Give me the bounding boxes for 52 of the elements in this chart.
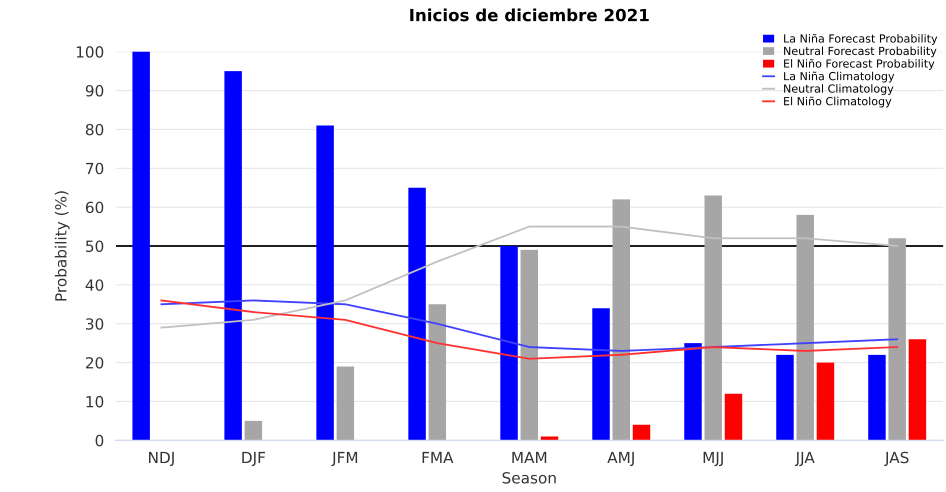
bar — [704, 195, 722, 440]
bar — [224, 71, 242, 440]
bar — [868, 354, 886, 440]
legend-label: Neutral Forecast Probability — [784, 46, 937, 58]
y-axis-title: Probability (%) — [54, 191, 70, 301]
x-tick-label: MAM — [512, 452, 546, 464]
y-tick-label: 0 — [96, 434, 104, 446]
y-tick-label: 50 — [86, 240, 104, 252]
bar — [592, 308, 610, 440]
x-tick-label: JJA — [794, 452, 815, 466]
bar — [316, 126, 334, 440]
x-tick-label: JAS — [884, 452, 909, 466]
y-tick-label: 60 — [86, 202, 104, 214]
bar — [132, 52, 150, 440]
legend-label: La Niña Climatology — [784, 72, 894, 82]
y-tick-label: 90 — [86, 84, 104, 97]
bar — [776, 354, 794, 440]
x-axis-title: Season — [502, 472, 556, 484]
bar — [336, 366, 354, 440]
bar — [500, 246, 518, 440]
y-tick-label: 100 — [76, 46, 104, 58]
x-tick-label: JFM — [331, 452, 358, 466]
bar — [520, 250, 538, 440]
bar — [796, 214, 814, 440]
bar — [408, 188, 426, 440]
y-tick-label: 70 — [86, 162, 104, 174]
x-tick-label: DJF — [242, 452, 266, 466]
bar — [540, 436, 558, 440]
x-tick-label: AMJ — [607, 452, 634, 466]
y-tick-label: 30 — [86, 318, 104, 330]
bar — [244, 420, 262, 440]
y-tick-label: 40 — [86, 279, 104, 291]
x-tick-label: FMA — [422, 452, 454, 464]
x-tick-label: MJJ — [704, 452, 723, 466]
bar — [632, 424, 650, 440]
legend-label: El Niño Climatology — [784, 96, 892, 108]
legend-label: El Niño Forecast Probability — [784, 58, 934, 70]
x-tick-label: NDJ — [149, 452, 174, 466]
legend-label: La Niña Forecast Probability — [784, 34, 938, 45]
chart-title: Inicios de diciembre 2021 — [410, 8, 649, 22]
bar — [816, 362, 834, 440]
bar — [428, 304, 446, 440]
bar — [908, 339, 926, 440]
bar — [724, 394, 742, 440]
y-tick-label: 20 — [86, 357, 104, 369]
bar — [684, 343, 702, 440]
y-tick-label: 10 — [86, 396, 104, 408]
bar — [888, 238, 906, 440]
legend-label: Neutral Climatology — [784, 84, 894, 95]
line-series — [160, 226, 898, 329]
y-tick-label: 80 — [86, 124, 104, 136]
bar — [612, 199, 630, 440]
